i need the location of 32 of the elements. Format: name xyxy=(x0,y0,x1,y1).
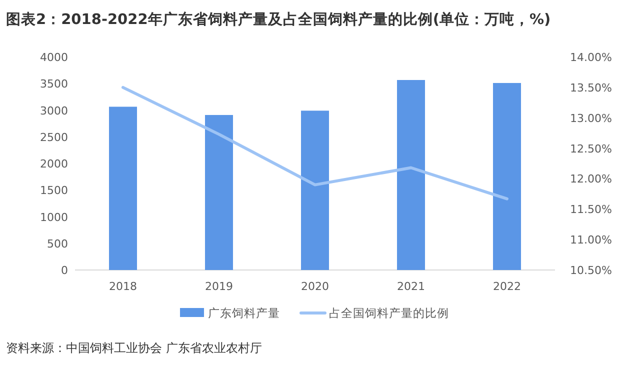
y-tick-label: 4000 xyxy=(40,51,68,64)
legend-label: 广东饲料产量 xyxy=(208,306,280,320)
bar xyxy=(397,80,425,270)
y-tick-label: 3500 xyxy=(40,78,68,91)
bar xyxy=(205,114,233,270)
y-tick-label: 1000 xyxy=(40,210,68,224)
y2-tick-label: 11.50% xyxy=(570,203,612,216)
x-tick-label: 2020 xyxy=(301,280,329,293)
x-tick-label: 2021 xyxy=(397,280,425,293)
line-series xyxy=(122,86,508,200)
x-tick-label: 2018 xyxy=(109,280,137,293)
y2-tick-label: 13.50% xyxy=(570,81,612,94)
y-tick-label: 500 xyxy=(47,237,68,250)
y-tick-label: 0 xyxy=(61,264,68,277)
y-tick-label: 3000 xyxy=(40,104,68,118)
y-tick-label: 2000 xyxy=(40,158,68,170)
bar xyxy=(493,82,521,270)
x-tick-label: 2019 xyxy=(205,280,233,293)
x-tick-label: 2022 xyxy=(493,280,521,293)
chart-title: 图表2：2018-2022年广东省饲料产量及占全国饲料产量的比例(单位：万吨，%) xyxy=(6,10,551,28)
y2-tick-label: 12.00% xyxy=(570,172,612,186)
bar xyxy=(301,110,329,270)
y-tick-label: 2500 xyxy=(40,130,68,144)
legend-label: 占全国饲料产量的比例 xyxy=(329,306,449,320)
bar xyxy=(109,106,137,270)
y2-tick-label: 14.00% xyxy=(570,51,612,64)
y2-tick-label: 10.50% xyxy=(570,264,612,277)
text: 资料来源：中国饲料工业协会 广东省农业农村厅 xyxy=(6,341,262,355)
y-tick-label: 1500 xyxy=(40,184,68,198)
y2-tick-label: 13.00% xyxy=(570,112,612,125)
y2-tick-label: 11.00% xyxy=(570,234,612,247)
y2-tick-label: 12.50% xyxy=(570,142,612,156)
